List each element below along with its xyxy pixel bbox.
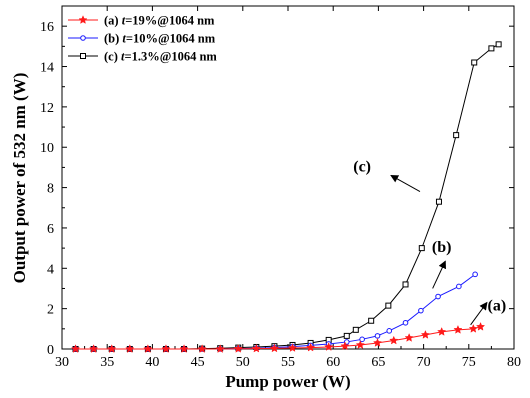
data-point: [404, 333, 414, 342]
x-tick-label: 80: [507, 355, 521, 370]
x-tick-label: 55: [281, 355, 295, 370]
data-point: [488, 45, 495, 52]
series-a: [70, 321, 486, 353]
data-point: [472, 271, 478, 278]
x-tick-label: 60: [326, 355, 340, 370]
data-point: [456, 283, 462, 290]
y-tick-label: 16: [40, 20, 54, 35]
data-point: [352, 326, 359, 333]
ticks-group: 30 35 40 45 50 55 60 65 70 75 80 0 2 4 6 8 10 12 14 16: [40, 6, 521, 370]
y-tick-label: 8: [47, 182, 54, 197]
legend: (a) t=19%@1064 nm (b) t=10%@1064 nm (c) t=…: [68, 14, 217, 64]
data-point: [125, 344, 135, 353]
legend-entry: (c) t=1.3%@1064 nm: [104, 50, 217, 64]
data-point: [471, 59, 478, 66]
annotation-arrow: [390, 174, 421, 193]
annotation-layer: (a) (b) (c): [353, 158, 506, 326]
y-tick-label: 6: [47, 222, 54, 237]
data-point: [418, 307, 424, 314]
x-tick-label: 65: [371, 355, 385, 370]
legend-entry: (b) t=10%@1064 nm: [104, 32, 216, 46]
data-point: [233, 343, 243, 353]
data-point: [435, 293, 441, 300]
y-tick-label: 2: [47, 303, 54, 318]
data-point: [418, 245, 425, 252]
data-point: [385, 302, 392, 309]
legend-entry: (a) t=19%@1064 nm: [104, 14, 215, 28]
x-tick-label: 50: [236, 355, 250, 370]
data-point: [70, 344, 81, 353]
x-tick-label: 35: [100, 355, 114, 370]
data-point: [340, 341, 350, 351]
data-point: [389, 335, 399, 345]
x-tick-label: 75: [462, 355, 476, 370]
legend-marker: [78, 15, 88, 24]
data-point: [402, 319, 409, 326]
series-layer: [70, 41, 502, 353]
data-point: [305, 342, 316, 352]
data-point: [368, 317, 375, 324]
data-point: [89, 344, 99, 353]
data-point: [453, 132, 460, 139]
data-point: [453, 324, 463, 334]
data-point: [161, 344, 171, 353]
annotation-arrow: [470, 301, 488, 326]
x-axis-title: Pump power (W): [225, 372, 350, 391]
y-axis-title: Output power of 532 nm (W): [10, 73, 29, 284]
data-point: [372, 338, 383, 347]
y-tick-label: 4: [47, 262, 54, 277]
data-point: [179, 344, 189, 353]
series-c: [72, 41, 502, 352]
data-point: [343, 332, 350, 339]
data-point: [468, 323, 478, 333]
data-point: [495, 41, 502, 48]
series-line: [75, 273, 476, 350]
x-tick-label: 40: [145, 355, 159, 370]
legend-marker: [80, 35, 86, 41]
annotation-label: (c): [353, 158, 371, 175]
x-tick-label: 30: [55, 355, 69, 370]
data-point: [269, 343, 280, 353]
data-point: [435, 198, 442, 205]
data-point: [143, 344, 153, 353]
data-point: [251, 343, 261, 353]
y-tick-label: 10: [40, 141, 54, 156]
data-point: [215, 344, 225, 353]
data-point: [197, 344, 207, 353]
data-point: [287, 343, 298, 352]
data-point: [420, 330, 431, 339]
series-line: [75, 43, 499, 350]
y-tick-label: 14: [40, 61, 54, 76]
series-b: [72, 271, 478, 352]
y-tick-label: 0: [47, 343, 54, 358]
x-tick-label: 70: [417, 355, 431, 370]
data-point: [107, 344, 117, 353]
annotation-label: (b): [432, 239, 452, 256]
legend-marker: [80, 53, 86, 59]
y-tick-label: 12: [40, 101, 54, 116]
data-point: [355, 340, 365, 349]
annotation-label: (a): [487, 298, 506, 315]
data-point: [374, 333, 381, 339]
data-point: [437, 326, 447, 336]
data-point: [475, 321, 486, 331]
data-point: [402, 281, 409, 288]
annotation-arrow: [432, 260, 446, 289]
data-point: [359, 336, 365, 343]
data-point: [324, 342, 334, 351]
data-point: [386, 328, 393, 334]
x-tick-label: 45: [191, 355, 205, 370]
